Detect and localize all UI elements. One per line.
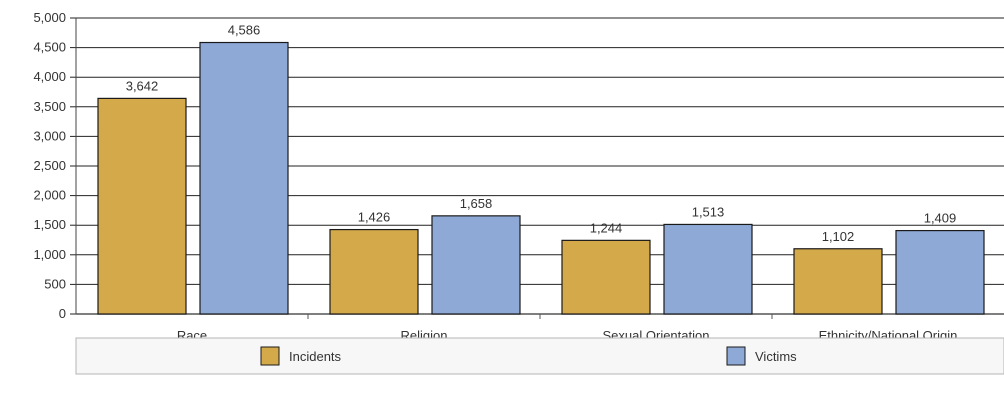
bars: [97, 41, 985, 315]
y-tick-label: 500: [44, 276, 66, 291]
legend-label-victims: Victims: [755, 349, 797, 364]
legend-box: [75, 337, 1004, 375]
value-label: 1,409: [924, 211, 957, 226]
value-label: 1,658: [460, 196, 493, 211]
legend: Incidents Victims: [75, 337, 1004, 375]
y-tick-label: 1,000: [33, 247, 66, 262]
legend-label-incidents: Incidents: [289, 349, 342, 364]
bar-victims-0: [199, 41, 289, 315]
y-tick-label: 3,000: [33, 128, 66, 143]
y-tick-label: 1,500: [33, 217, 66, 232]
y-tick-label: 2,000: [33, 188, 66, 203]
value-label: 1,513: [692, 204, 725, 219]
bar-incidents-1: [329, 228, 419, 315]
y-tick-label: 3,500: [33, 99, 66, 114]
bar-incidents-2: [561, 239, 651, 315]
y-tick-label: 5,000: [33, 10, 66, 25]
y-tick-label: 4,500: [33, 40, 66, 55]
value-label: 4,586: [228, 23, 261, 38]
legend-swatch-incidents: [260, 346, 280, 366]
y-tick-label: 2,500: [33, 158, 66, 173]
bar-incidents-0: [97, 97, 187, 315]
bar-victims-1: [431, 215, 521, 315]
data-labels: 3,642 4,586 1,426 1,658 1,244 1,513 1,102 1,409: [126, 23, 957, 244]
value-label: 1,426: [358, 210, 391, 225]
bar-victims-3: [895, 229, 985, 315]
value-label: 1,244: [590, 220, 623, 235]
legend-swatch-victims: [726, 346, 746, 366]
y-tick-label: 4,000: [33, 69, 66, 84]
value-label: 3,642: [126, 78, 159, 93]
y-axis: 0 500 1,000 1,500 2,000 2,500 3,000 3,500 4,000 4…: [33, 10, 1004, 321]
bar-victims-2: [663, 223, 753, 315]
bar-incidents-3: [793, 248, 883, 315]
y-tick-label: 0: [59, 306, 66, 321]
value-label: 1,102: [822, 229, 855, 244]
